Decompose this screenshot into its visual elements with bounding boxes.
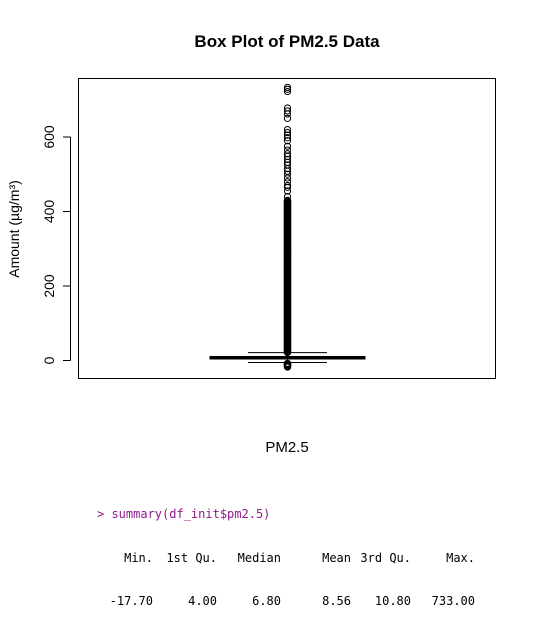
outlier-point [283,334,292,342]
outlier-point [283,131,292,139]
outlier-point [283,230,292,238]
outlier-point [283,196,292,204]
summary-value-cell: 10.80 [374,594,411,608]
summary-header-cell: Min. [124,550,153,565]
outlier-point [283,125,292,134]
summary-value-row: -17.70 4.00 6.80 8.56 10.80 733.00 [97,594,475,609]
outlier-point [283,274,292,283]
outlier-point [283,222,292,230]
summary-header-row: Min. 1st Qu. Median Mean 3rd Qu. Max. [97,551,475,566]
outlier-point [283,134,292,142]
chart-title: Box Plot of PM2.5 Data [194,32,380,51]
x-axis-label: PM2.5 [265,439,308,456]
summary-value-cell: 733.00 [431,594,475,608]
outlier-point [283,161,292,169]
outlier-point [283,85,292,93]
outlier-point [283,260,292,268]
outlier-point [283,183,292,191]
summary-value-cell: 4.00 [188,594,217,608]
outlier-point [283,360,292,368]
outlier-point [283,304,292,312]
plot-frame [78,78,496,379]
outlier-point [283,348,292,356]
outlier-point [283,142,292,150]
outlier-point [283,193,292,201]
y-tick-label: 200 [41,274,57,298]
outlier-point [283,104,292,112]
y-axis-label: Amount (µg/m³) [6,180,22,278]
y-axis: 0 200 400 600 [41,125,71,364]
outlier-point [283,207,292,216]
outlier-point [283,319,292,327]
r-console-output: > summary(df_init$pm2.5) Min. 1st Qu. Medi… [97,478,475,623]
outlier-point [283,178,292,186]
outlier-point [283,137,292,145]
box-plot-marks [209,83,366,371]
console-command: > summary(df_init$pm2.5) [97,507,271,521]
outlier-point [283,237,292,245]
outlier-point [283,245,292,253]
summary-value-cell: 6.80 [252,594,281,608]
outlier-point [283,107,292,115]
summary-value-cell: 8.56 [322,594,351,608]
outlier-point [283,342,292,350]
outlier-point [283,345,292,353]
summary-header-cell: Median [237,550,281,565]
y-tick-label: 0 [41,356,57,364]
outlier-point [283,146,292,154]
outlier-point [283,282,292,290]
outlier-point [283,289,292,298]
summary-header-cell: 3rd Qu. [360,550,411,565]
outlier-point [283,252,292,260]
outlier-point [283,187,292,195]
summary-header-cell: Max. [446,550,475,565]
outlier-point [283,155,292,163]
box-plot-chart: Box Plot of PM2.5 Data 0 200 400 600 Amount… [6,32,496,456]
outlier-point [283,327,292,335]
outlier-point [283,150,292,158]
outlier-point [283,215,292,223]
outlier-point [283,87,292,96]
outlier-point [283,204,292,212]
y-tick-label: 600 [41,125,57,149]
outlier-point [283,181,292,190]
outlier-point [283,83,292,92]
outlier-point [283,174,292,182]
outlier-point [283,312,292,320]
outlier-point [283,200,292,208]
summary-header-cell: Mean [322,550,351,565]
y-tick-label: 400 [41,200,57,224]
outlier-point [283,114,292,122]
outlier-point [283,267,292,275]
summary-value-cell: -17.70 [109,594,153,608]
summary-header-cell: 1st Qu. [166,550,217,565]
outlier-point [283,297,292,305]
outlier-point [283,128,292,137]
outlier-point [283,170,292,178]
